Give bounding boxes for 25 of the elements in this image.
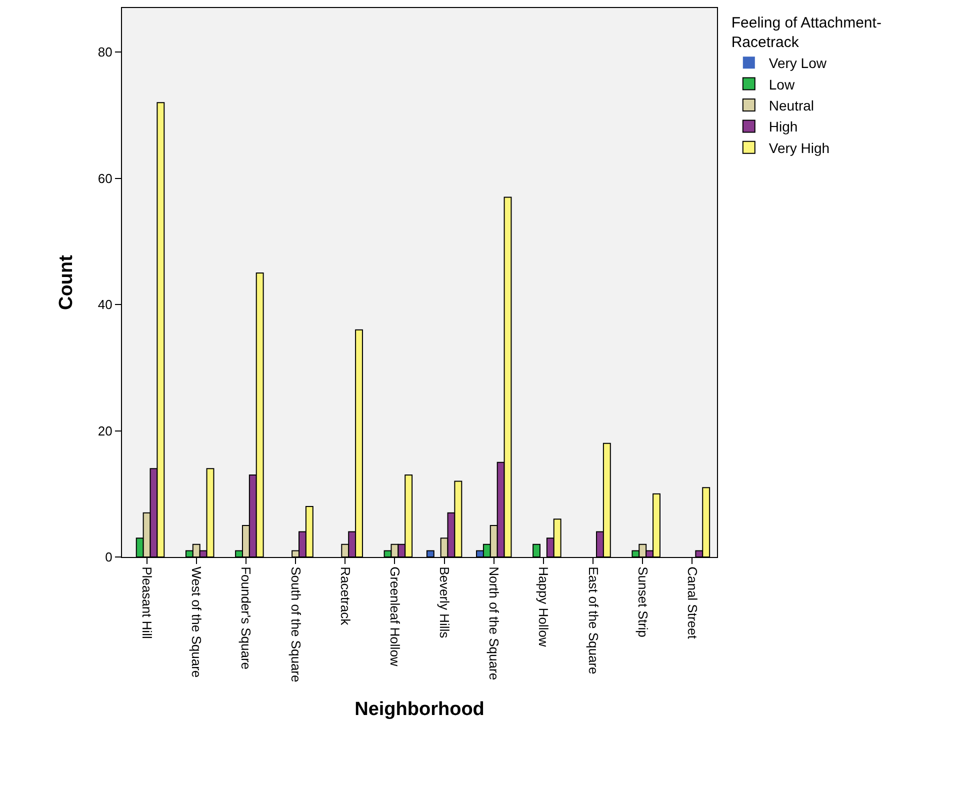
x-tick-label: Canal Street — [684, 566, 700, 640]
legend-label: Low — [768, 76, 796, 92]
x-tick-label: North of the Square — [486, 566, 502, 680]
x-tick-label: Pleasant Hill — [140, 566, 155, 639]
x-axis-title: Neighborhood — [354, 699, 484, 720]
legend-label: Very High — [768, 140, 830, 156]
x-tick-label: Founder's Square — [238, 566, 254, 670]
x-tick-label: East of the Square — [586, 566, 601, 674]
x-tick-label: South of the Square — [288, 566, 304, 682]
x-tick-label: Greenleaf Hollow — [387, 566, 402, 667]
legend-label: Neutral — [768, 97, 814, 114]
x-tick-label: Racetrack — [338, 566, 353, 626]
y-tick-label: 40 — [98, 297, 112, 312]
x-tick-label: Beverly Hills — [437, 566, 452, 639]
x-tick-label: Sunset Strip — [635, 566, 650, 638]
y-tick-label: 80 — [98, 44, 112, 60]
legend-label: High — [768, 118, 798, 135]
y-tick-label: 60 — [98, 170, 112, 186]
x-tick-label: West of the Square — [189, 566, 204, 678]
x-tick-label: Happy Hollow — [536, 566, 552, 648]
legend-label: Very Low — [768, 55, 828, 72]
y-axis-title: Count — [56, 254, 77, 310]
legend-title: Feeling of Attachment-Racetrack — [731, 14, 882, 51]
y-tick-label: 20 — [98, 423, 112, 438]
y-tick-label: 0 — [105, 550, 112, 565]
